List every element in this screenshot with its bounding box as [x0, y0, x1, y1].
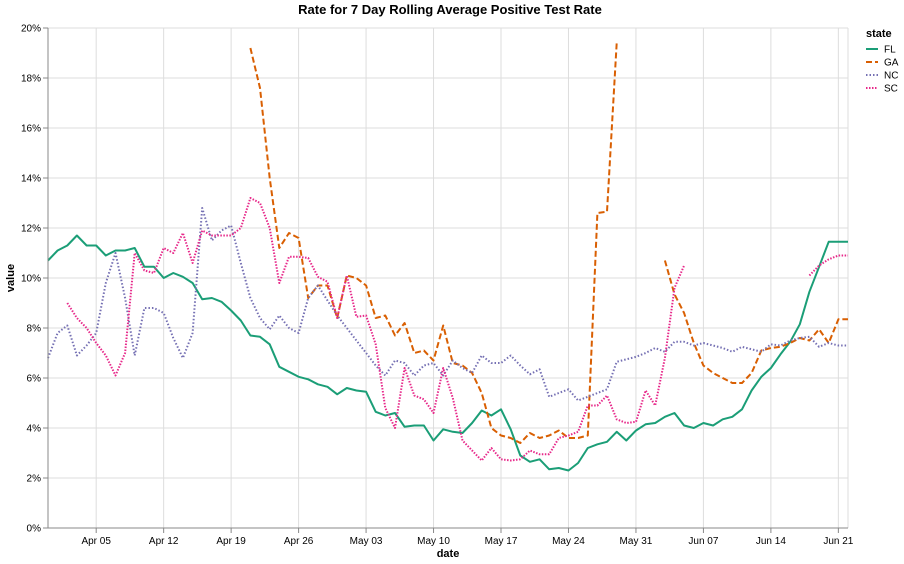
y-tick-label: 0%: [27, 524, 42, 535]
x-tick-label: Jun 21: [823, 536, 853, 547]
legend-label-fl: FL: [884, 45, 896, 56]
x-tick-label: May 17: [485, 536, 518, 547]
x-tick-label: May 31: [620, 536, 653, 547]
y-tick-label: 16%: [21, 124, 41, 135]
y-tick-label: 2%: [27, 474, 42, 485]
series-line-sc: [66, 197, 848, 462]
y-tick-label: 20%: [21, 24, 41, 35]
x-tick-label: Apr 19: [216, 536, 246, 547]
legend: state FL GA NC SC: [866, 28, 899, 95]
legend-label-sc: SC: [884, 84, 898, 95]
y-tick-label: 14%: [21, 174, 41, 185]
legend-label-nc: NC: [884, 71, 898, 82]
y-tick-label: 10%: [21, 274, 41, 285]
y-tick-label: 12%: [21, 224, 41, 235]
x-tick-label: Apr 26: [284, 536, 314, 547]
y-tick-label: 4%: [27, 424, 42, 435]
x-tick-label: May 03: [350, 536, 383, 547]
series-line-ga: [249, 42, 848, 444]
grid: [47, 27, 849, 529]
series-line-nc: [47, 207, 848, 402]
legend-label-ga: GA: [884, 58, 899, 69]
x-tick-label: Apr 12: [149, 536, 179, 547]
x-tick-label: Jun 14: [756, 536, 786, 547]
series-layer: [47, 42, 848, 472]
x-axis-title: date: [437, 548, 460, 560]
y-tick-label: 18%: [21, 74, 41, 85]
x-tick-label: May 10: [417, 536, 450, 547]
x-tick-label: Jun 07: [688, 536, 718, 547]
axes: 0% 2% 4% 6% 8% 10% 12% 14% 16% 18% 20% Apr 05 Apr 12…: [21, 24, 854, 548]
series-line-fl: [47, 234, 848, 472]
y-axis-title: value: [5, 264, 17, 292]
y-tick-label: 6%: [27, 374, 42, 385]
x-tick-label: May 24: [552, 536, 585, 547]
legend-title: state: [866, 28, 892, 40]
chart-title: Rate for 7 Day Rolling Average Positive …: [298, 2, 602, 17]
y-tick-label: 8%: [27, 324, 42, 335]
x-tick-label: Apr 05: [81, 536, 111, 547]
